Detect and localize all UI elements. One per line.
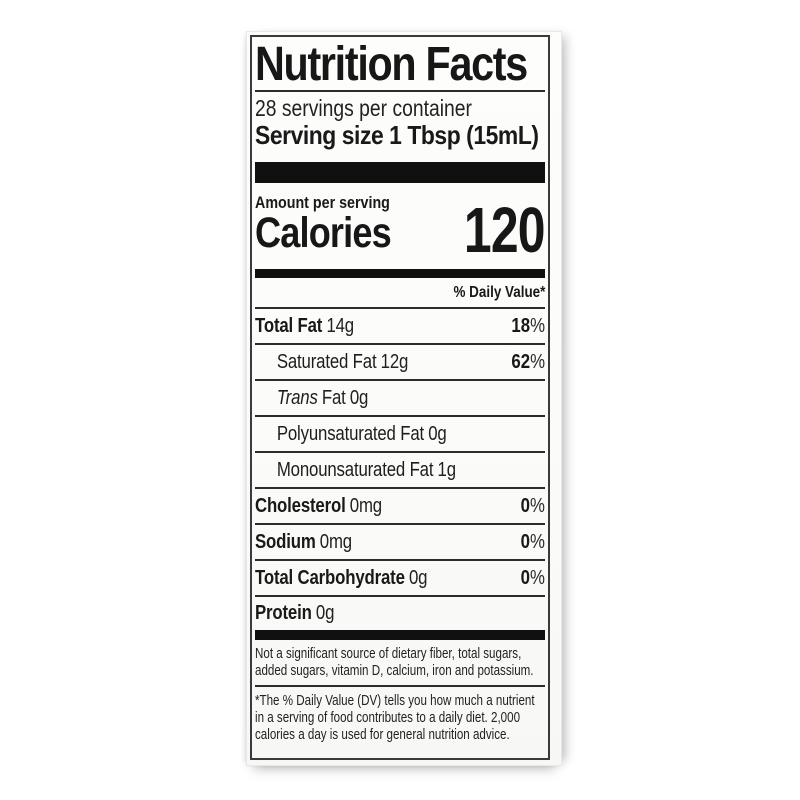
nutrient-amount: 0g — [349, 386, 369, 409]
nutrient-name: Saturated Fat — [276, 350, 377, 373]
daily-value-footnote: *The % Daily Value (DV) tells you how mu… — [255, 687, 545, 744]
nutrient-row-sodium: Sodium 0mg 0% — [255, 525, 545, 561]
nutrient-amount: 1g — [437, 458, 457, 481]
nutrition-facts-label: Nutrition Facts 28 servings per containe… — [246, 31, 562, 766]
nutrient-daily-value: 18% — [511, 314, 545, 337]
calories-label: Calories — [255, 209, 392, 257]
nutrient-row-saturated-fat: Saturated Fat 12g 62% — [255, 345, 545, 381]
not-significant-note: Not a significant source of dietary fibe… — [255, 640, 545, 687]
nutrient-daily-value: 62% — [511, 350, 545, 373]
daily-value-header: % Daily Value* — [255, 278, 545, 309]
nutrient-name: Monounsaturated Fat — [276, 458, 434, 481]
bottom-separator-bar — [255, 630, 545, 640]
amount-per-serving-label: Amount per serving — [255, 193, 390, 212]
nutrient-row-cholesterol: Cholesterol 0mg 0% — [255, 489, 545, 525]
nutrient-amount: 0mg — [319, 530, 352, 553]
nutrient-name-italic: Trans — [276, 386, 318, 409]
serving-size: Serving size 1 Tbsp (15mL) — [255, 120, 539, 150]
not-significant-line-1: Not a significant source of dietary fibe… — [255, 646, 522, 662]
servings-per-container: 28 servings per container — [255, 95, 472, 121]
nutrient-amount: 0g — [315, 602, 335, 624]
calories-block: Calories 120 — [255, 198, 546, 262]
nutrient-row-trans-fat: Trans Fat 0g — [255, 381, 545, 417]
footnote-line-2: in a serving of food contributes to a da… — [255, 710, 521, 726]
nutrient-daily-value: 0% — [520, 494, 545, 517]
nutrient-daily-value: 0% — [520, 566, 545, 589]
nutrient-row-polyunsaturated-fat: Polyunsaturated Fat 0g — [255, 417, 545, 453]
calories-value: 120 — [464, 194, 546, 266]
nutrition-facts-title-text: Nutrition Facts — [255, 38, 528, 91]
nutrient-row-total-fat: Total Fat 14g 18% — [255, 309, 545, 345]
nutrient-amount: 0g — [408, 566, 428, 589]
nutrient-row-total-carbohydrate: Total Carbohydrate 0g 0% — [255, 561, 545, 597]
footnote-line-1: *The % Daily Value (DV) tells you how mu… — [255, 693, 535, 709]
nutrient-name: Polyunsaturated Fat — [276, 422, 425, 445]
nutrient-amount: 0mg — [349, 494, 382, 517]
nutrient-name: Total Carbohydrate — [255, 566, 405, 589]
nutrient-amount: 14g — [326, 314, 354, 337]
nutrition-facts-title: Nutrition Facts — [255, 38, 545, 91]
nutrient-name: Total Fat — [255, 314, 323, 337]
medium-separator-bar — [255, 269, 545, 278]
footnote-line-3: calories a day is used for general nutri… — [255, 727, 510, 743]
nutrient-row-monounsaturated-fat: Monounsaturated Fat 1g — [255, 453, 545, 489]
nutrient-amount: 12g — [380, 350, 409, 373]
thick-separator-bar — [255, 162, 545, 183]
not-significant-line-2: added sugars, vitamin D, calcium, iron a… — [255, 663, 534, 679]
nutrient-amount: 0g — [428, 422, 447, 445]
nutrient-row-protein: Protein 0g — [255, 597, 545, 630]
nutrient-name: Protein — [255, 602, 312, 624]
nutrient-name: Fat — [321, 386, 346, 409]
nutrition-facts-border-box: Nutrition Facts 28 servings per containe… — [250, 35, 550, 760]
nutrient-name: Sodium — [255, 530, 316, 553]
nutrient-name: Cholesterol — [255, 494, 346, 517]
nutrient-daily-value: 0% — [520, 530, 545, 553]
title-divider — [255, 90, 545, 92]
